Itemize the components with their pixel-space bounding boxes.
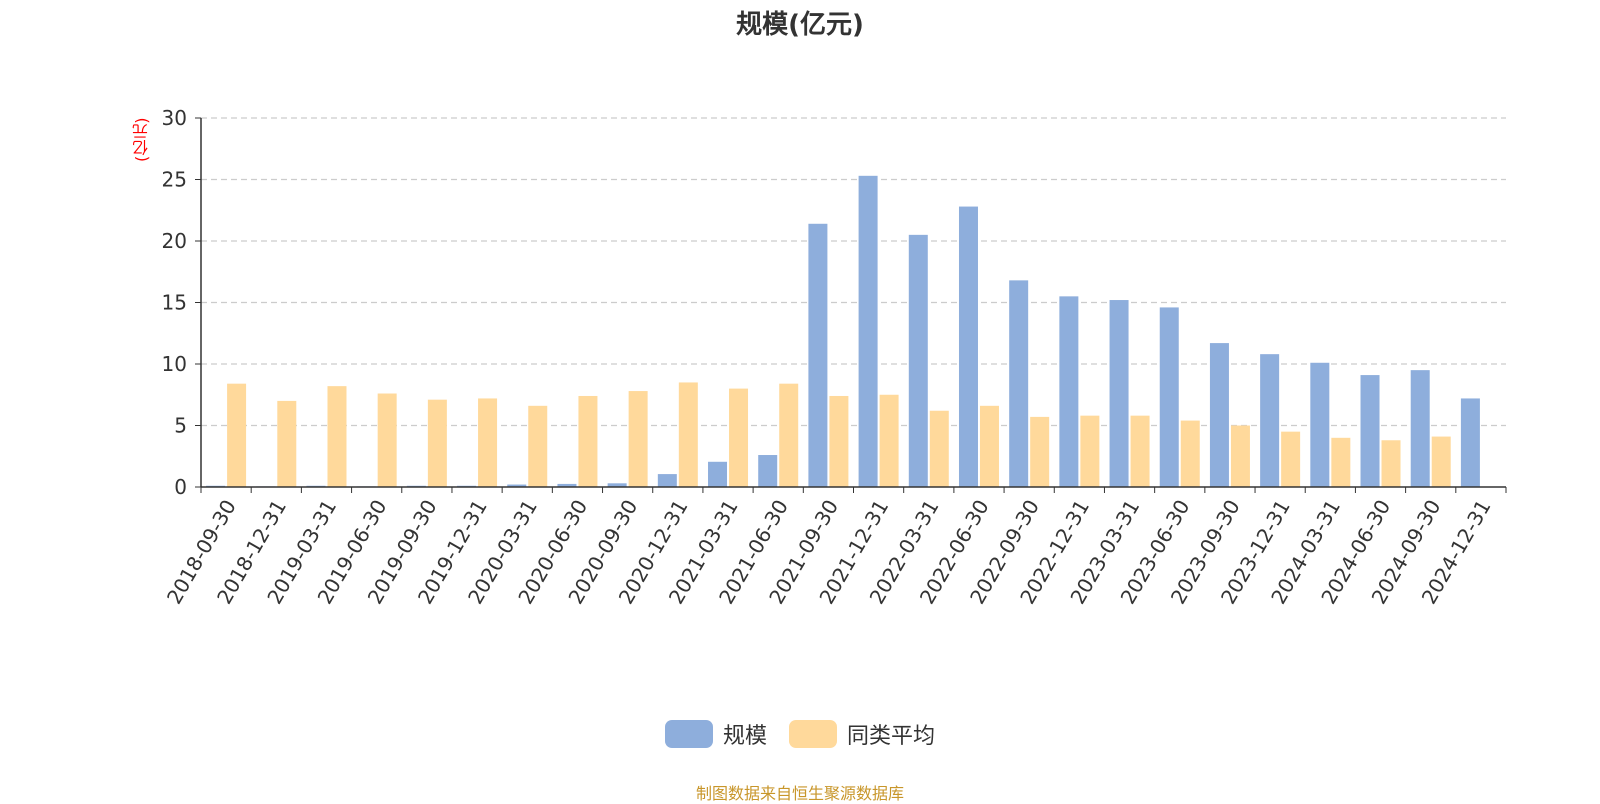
bar-scale [1410, 370, 1430, 487]
chart-title: 规模(亿元) [736, 10, 864, 40]
bar-scale [808, 223, 828, 487]
bar-average [1381, 440, 1401, 487]
bar-scale [1009, 280, 1029, 487]
bar-scale [858, 175, 878, 487]
bar-scale [1460, 398, 1480, 487]
bar-scale [1310, 362, 1330, 487]
legend-item-average[interactable]: 同类平均 [789, 718, 935, 750]
bar-scale [507, 484, 527, 487]
bar-average [1431, 436, 1451, 487]
bar-scale [1059, 296, 1079, 487]
bar-scale [1159, 307, 1179, 487]
legend-swatch-average [789, 720, 837, 748]
bar-average [879, 394, 899, 487]
legend-label-average: 同类平均 [847, 724, 936, 749]
bar-average [1331, 437, 1351, 487]
bar-scale [1209, 343, 1229, 487]
bar-scale [607, 483, 627, 487]
bar-average [1230, 425, 1250, 487]
bar-average [729, 388, 749, 487]
bar-average [779, 383, 799, 487]
y-tick-label: 5 [174, 414, 187, 438]
y-tick-label: 0 [174, 475, 187, 499]
bar-scale [908, 234, 928, 487]
bar-average [929, 410, 949, 487]
bar-scale [1260, 354, 1280, 487]
bar-average [478, 398, 498, 487]
bar-average [1080, 415, 1100, 487]
bar-average [277, 400, 297, 487]
bar-average [1281, 431, 1301, 487]
legend: 规模 同类平均 [0, 718, 1600, 750]
bar-scale [1360, 375, 1380, 487]
bar-average [427, 399, 447, 487]
bar-scale [708, 461, 728, 487]
bar-scale [958, 206, 978, 487]
y-tick-label: 15 [162, 291, 187, 315]
legend-label-scale: 规模 [722, 724, 767, 749]
bar-average [528, 405, 548, 487]
y-tick-label: 20 [162, 229, 187, 253]
bar-average [678, 382, 698, 487]
bar-average [327, 386, 347, 487]
bar-average [227, 383, 247, 487]
y-tick-label: 25 [162, 168, 187, 192]
bar-average [829, 395, 849, 487]
legend-item-scale[interactable]: 规模 [664, 718, 767, 750]
bar-average [377, 393, 397, 487]
data-source-note: 制图数据来自恒生聚源数据库 [695, 784, 904, 803]
bar-average [578, 395, 598, 487]
bar-average [1180, 420, 1200, 487]
y-tick-label: 10 [162, 352, 187, 376]
bar-average [628, 391, 648, 487]
bar-average [1030, 416, 1050, 487]
legend-swatch-scale [664, 720, 713, 748]
bar-average [1130, 415, 1150, 487]
bar-scale [557, 483, 577, 487]
bar-average [979, 405, 999, 487]
y-tick-label: 30 [162, 106, 187, 130]
bar-scale [758, 455, 778, 487]
bar-scale [657, 474, 677, 487]
bar-scale [1109, 300, 1129, 487]
